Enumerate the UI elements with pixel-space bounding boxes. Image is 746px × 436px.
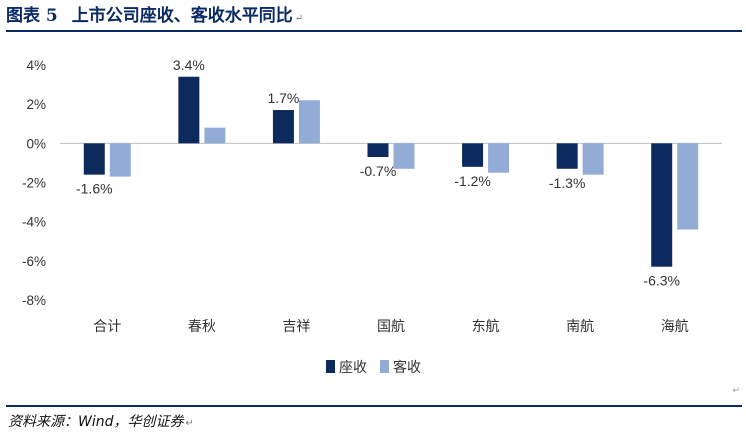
category-label: 吉祥 bbox=[282, 319, 310, 335]
bar-seat-revenue bbox=[272, 110, 294, 144]
title-text: 上市公司座收、客收水平同比 bbox=[71, 6, 293, 26]
data-label: -0.7% bbox=[360, 163, 397, 179]
legend-label: 座收 bbox=[339, 360, 367, 376]
category-label: 春秋 bbox=[188, 319, 216, 335]
bar-seat-revenue bbox=[83, 143, 105, 175]
bar-passenger-revenue bbox=[393, 143, 415, 169]
data-label: 1.7% bbox=[267, 90, 299, 106]
y-tick-label: -6% bbox=[22, 254, 46, 269]
legend-swatch bbox=[326, 360, 335, 373]
bar-passenger-revenue bbox=[204, 127, 226, 144]
bar-seat-revenue bbox=[462, 143, 484, 167]
category-label: 合计 bbox=[93, 319, 121, 335]
bar-seat-revenue bbox=[651, 143, 673, 267]
y-tick-label: 0% bbox=[26, 136, 46, 151]
title-rule bbox=[6, 30, 742, 32]
bar-seat-revenue bbox=[556, 143, 578, 169]
bars bbox=[83, 76, 699, 267]
y-tick-label: 4% bbox=[26, 58, 46, 73]
y-axis-labels: 4% 2% 0% -2% -4% -6% -8% bbox=[22, 58, 46, 308]
data-label: 3.4% bbox=[173, 57, 205, 73]
legend-swatch bbox=[380, 360, 389, 373]
figure-number: 图表 5 bbox=[6, 6, 58, 26]
category-label: 海航 bbox=[661, 319, 689, 335]
category-label: 南航 bbox=[566, 319, 594, 335]
category-labels: 合计 春秋 吉祥 国航 东航 南航 海航 bbox=[93, 319, 688, 335]
bar-passenger-revenue bbox=[582, 143, 604, 175]
category-label: 东航 bbox=[472, 319, 500, 335]
y-tick-label: -4% bbox=[22, 215, 46, 230]
chart-title: 图表 5 上市公司座收、客收水平同比 ↵ bbox=[6, 4, 303, 28]
category-label: 国航 bbox=[377, 319, 405, 335]
paragraph-mark-icon: ↵ bbox=[185, 418, 194, 429]
data-label: -1.2% bbox=[454, 173, 491, 189]
bar-passenger-revenue bbox=[488, 143, 510, 173]
data-label: -1.6% bbox=[76, 181, 113, 197]
source-note: 资料来源：Wind，华创证券 ↵ bbox=[8, 411, 194, 431]
y-tick-label: -2% bbox=[22, 176, 46, 191]
legend-label: 客收 bbox=[393, 359, 421, 376]
bar-seat-revenue bbox=[367, 143, 389, 158]
bar-passenger-revenue bbox=[677, 143, 699, 230]
paragraph-mark-icon: ↵ bbox=[294, 13, 304, 24]
footer-rule bbox=[6, 405, 742, 407]
bar-passenger-revenue bbox=[109, 143, 131, 177]
source-text: 资料来源：Wind，华创证券 bbox=[8, 414, 184, 430]
y-tick-label: 2% bbox=[26, 97, 46, 112]
bar-passenger-revenue bbox=[298, 100, 320, 144]
data-label: -1.3% bbox=[549, 175, 586, 191]
paragraph-mark-icon: ↵ bbox=[732, 386, 740, 396]
data-labels: -1.6% 3.4% 1.7% -0.7% -1.2% -1.3% -6.3% bbox=[76, 57, 680, 289]
data-label: -6.3% bbox=[643, 273, 680, 289]
y-tick-label: -8% bbox=[22, 293, 46, 308]
bar-chart: 4%2%0%-2%-4%-6%-8% -1.6%3.4%1.7%-0.7%-1.… bbox=[22, 57, 722, 376]
bar-seat-revenue bbox=[178, 76, 200, 144]
legend: 座收 客收 bbox=[326, 359, 421, 376]
